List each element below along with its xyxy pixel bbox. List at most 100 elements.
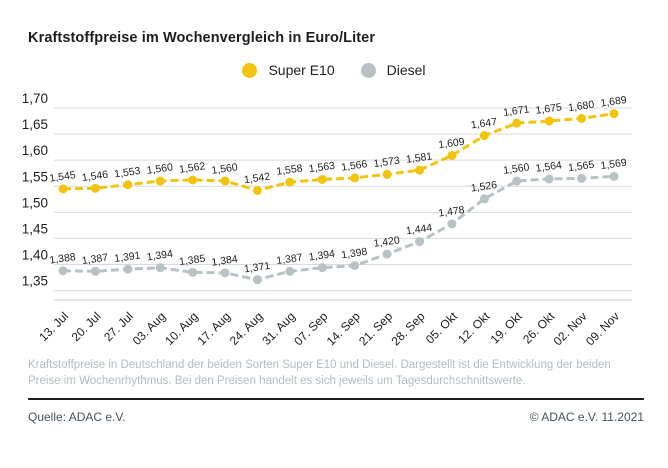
x-tick-label: 13. Jul xyxy=(36,309,71,344)
diesel-value-label: 1,394 xyxy=(308,248,336,264)
chart-title: Kraftstoffpreise im Wochenvergleich in E… xyxy=(28,30,376,46)
diesel-point xyxy=(220,268,230,278)
legend-dot-super-e10 xyxy=(242,62,258,78)
super-e10-point xyxy=(58,184,68,194)
super-e10-point xyxy=(90,183,100,193)
diesel-value-label: 1,384 xyxy=(211,253,239,269)
legend: Super E10 Diesel xyxy=(0,62,668,78)
chart-area: 1,70 1,65 1,60 1,55 1,50 1,45 1,40 1,35 13. Jul 2… xyxy=(22,91,632,348)
diesel-value-label: 1,391 xyxy=(114,249,142,265)
diesel-point xyxy=(90,266,100,276)
super-e10-value-label: 1,680 xyxy=(567,99,595,115)
diesel-point xyxy=(512,176,522,186)
super-e10-point xyxy=(609,109,619,119)
super-e10-value-label: 1,546 xyxy=(81,169,109,185)
diesel-point xyxy=(447,219,457,229)
diesel-point xyxy=(317,263,327,273)
source-text: Quelle: ADAC e.V. xyxy=(28,410,126,424)
diesel-value-label: 1,565 xyxy=(567,159,595,175)
diesel-value-label: 1,564 xyxy=(535,159,563,175)
super-e10-point xyxy=(220,176,230,186)
super-e10-value-label: 1,545 xyxy=(49,169,77,185)
super-e10-value-label: 1,560 xyxy=(211,161,239,177)
x-tick-label: 20. Jul xyxy=(69,309,104,344)
diesel-value-label: 1,385 xyxy=(178,253,206,269)
x-tick-label: 21. Sep xyxy=(356,309,395,348)
footer-separator xyxy=(28,398,644,400)
super-e10-point xyxy=(350,173,360,183)
diesel-point xyxy=(285,266,295,276)
y-tick-label: 1,65 xyxy=(22,117,48,132)
super-e10-point xyxy=(123,180,133,190)
super-e10-value-label: 1,581 xyxy=(405,150,433,166)
legend-label-diesel: Diesel xyxy=(386,62,426,78)
diesel-point xyxy=(382,249,392,259)
diesel-value-label: 1,444 xyxy=(405,222,433,238)
super-e10-value-label: 1,542 xyxy=(243,171,271,187)
super-e10-point xyxy=(577,113,587,123)
super-e10-point xyxy=(512,118,522,128)
diesel-point xyxy=(188,267,198,277)
legend-dot-diesel xyxy=(360,62,376,78)
y-tick-label: 1,60 xyxy=(22,143,48,158)
diesel-value-label: 1,387 xyxy=(81,252,109,268)
super-e10-value-label: 1,566 xyxy=(340,158,368,174)
x-tick-label: 14. Sep xyxy=(324,309,363,348)
diesel-point xyxy=(155,263,165,273)
legend-item-diesel: Diesel xyxy=(360,62,426,78)
x-tick-label: 05. Okt xyxy=(423,309,461,347)
super-e10-point xyxy=(447,150,457,160)
super-e10-value-label: 1,562 xyxy=(178,160,206,176)
diesel-line xyxy=(62,174,615,282)
diesel-value-label: 1,526 xyxy=(470,179,498,195)
x-tick-label: 19. Okt xyxy=(488,309,526,347)
super-e10-value-label: 1,609 xyxy=(438,136,466,152)
x-tick-label: 09. Nov xyxy=(583,309,622,348)
diesel-value-label: 1,478 xyxy=(438,204,466,220)
legend-item-super-e10: Super E10 xyxy=(242,62,335,78)
super-e10-value-label: 1,563 xyxy=(308,160,336,176)
y-tick-label: 1,45 xyxy=(22,221,48,236)
super-e10-value-label: 1,671 xyxy=(502,103,530,119)
y-tick-label: 1,50 xyxy=(22,195,48,210)
diesel-value-label: 1,388 xyxy=(49,251,77,267)
super-e10-point xyxy=(188,175,198,185)
chart-footnote: Kraftstoffpreise in Deutschland der beid… xyxy=(28,359,611,388)
x-tick-label: 17. Aug xyxy=(194,309,233,348)
super-e10-point xyxy=(479,131,489,141)
diesel-value-label: 1,420 xyxy=(373,234,401,250)
diesel-point xyxy=(58,266,68,276)
diesel-point xyxy=(609,171,619,181)
diesel-point xyxy=(479,194,489,204)
super-e10-line xyxy=(62,112,615,192)
x-tick-label: 10. Aug xyxy=(162,309,201,348)
diesel-value-label: 1,394 xyxy=(146,248,174,264)
super-e10-point xyxy=(415,165,425,175)
diesel-value-label: 1,371 xyxy=(243,260,271,276)
diesel-point xyxy=(123,264,133,274)
diesel-point xyxy=(577,173,587,183)
super-e10-point xyxy=(155,176,165,186)
diesel-point xyxy=(252,275,262,285)
y-tick-label: 1,55 xyxy=(22,169,48,184)
copyright-text: © ADAC e.V. 11.2021 xyxy=(529,410,644,424)
super-e10-value-label: 1,675 xyxy=(535,101,563,117)
super-e10-point xyxy=(544,116,554,126)
diesel-value-label: 1,569 xyxy=(600,157,628,173)
y-tick-label: 1,40 xyxy=(22,248,48,263)
diesel-point xyxy=(415,237,425,247)
legend-label-super-e10: Super E10 xyxy=(268,62,335,78)
super-e10-value-label: 1,647 xyxy=(470,116,498,132)
super-e10-value-label: 1,689 xyxy=(600,94,628,110)
super-e10-value-label: 1,560 xyxy=(146,161,174,177)
diesel-value-label: 1,560 xyxy=(502,161,530,177)
super-e10-value-label: 1,573 xyxy=(373,154,401,170)
x-tick-label: 31. Aug xyxy=(259,309,298,348)
x-tick-label: 02. Nov xyxy=(551,309,590,348)
x-tick-label: 12. Okt xyxy=(455,309,493,347)
x-tick-label: 03. Aug xyxy=(130,309,169,348)
super-e10-value-label: 1,553 xyxy=(114,165,142,181)
super-e10-point xyxy=(285,177,295,187)
